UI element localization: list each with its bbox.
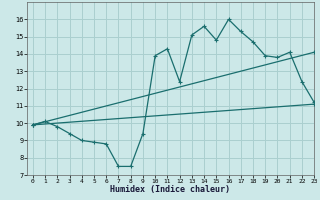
X-axis label: Humidex (Indice chaleur): Humidex (Indice chaleur)	[110, 185, 230, 194]
